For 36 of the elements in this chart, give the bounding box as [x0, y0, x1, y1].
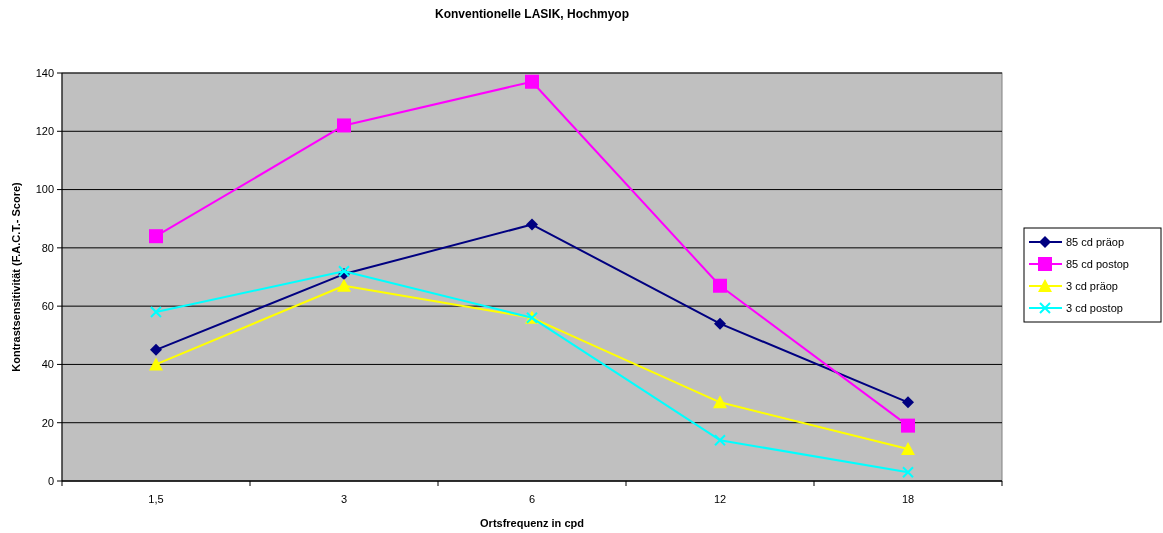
y-tick-label: 40 — [41, 358, 54, 371]
point — [714, 434, 726, 447]
point — [525, 74, 539, 89]
y-tick-label: 120 — [35, 125, 54, 138]
legend-label: 85 cd postop — [1066, 257, 1129, 270]
point — [526, 218, 538, 231]
x-tick-label: 1,5 — [148, 493, 164, 505]
point — [713, 278, 727, 293]
x-tick-label: 6 — [528, 493, 536, 505]
y-axis-title: Kontrastsensitivität (F.A.C.T.- Score) — [10, 181, 22, 372]
y-tick-label: 60 — [41, 299, 54, 312]
point — [901, 441, 915, 455]
legend-label: 3 cd präop — [1066, 279, 1118, 292]
point — [149, 357, 163, 371]
point — [713, 395, 727, 409]
point — [902, 396, 914, 409]
chart-title: Konventionelle LASIK, Hochmyop — [434, 7, 630, 21]
point — [150, 305, 162, 318]
point — [149, 229, 163, 244]
y-tick-label: 0 — [47, 474, 54, 487]
point — [337, 278, 351, 292]
x-tick-label: 12 — [713, 493, 727, 505]
point — [714, 317, 726, 330]
y-tick-label: 20 — [41, 416, 54, 429]
point — [901, 418, 915, 433]
point — [150, 343, 162, 356]
y-tick-label: 100 — [35, 183, 54, 196]
point — [902, 466, 914, 479]
point — [337, 118, 351, 133]
legend-label: 3 cd postop — [1066, 301, 1123, 314]
x-tick-label: 18 — [901, 493, 915, 505]
legend-label: 85 cd präop — [1066, 235, 1125, 248]
x-tick-label: 3 — [340, 493, 348, 505]
y-tick-label: 140 — [35, 66, 54, 79]
y-tick-label: 80 — [41, 241, 54, 254]
x-axis-title: Ortsfrequenz in cpd — [480, 517, 584, 529]
